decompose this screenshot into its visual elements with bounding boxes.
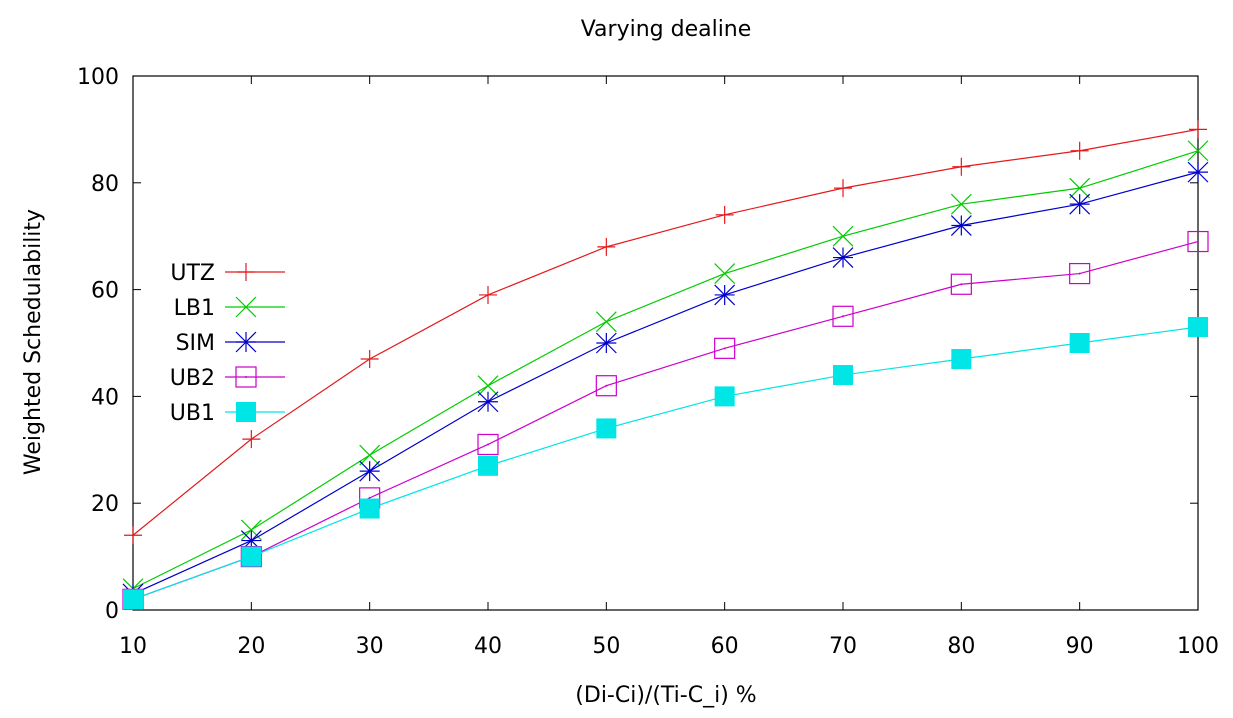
legend-marker bbox=[236, 402, 256, 422]
data-point-sim bbox=[950, 215, 972, 236]
y-tick-label: 80 bbox=[91, 172, 119, 197]
data-point-ub2-dot bbox=[1197, 240, 1199, 243]
data-point-ub2 bbox=[714, 337, 736, 359]
data-point-ub2 bbox=[1069, 262, 1091, 285]
data-point-utz bbox=[834, 179, 852, 198]
data-point-ub1 bbox=[596, 418, 617, 439]
legend-marker bbox=[235, 296, 257, 318]
series-line-lb1 bbox=[132, 150, 1199, 590]
x-tick-label: 10 bbox=[119, 634, 147, 659]
series-utz bbox=[124, 120, 1207, 545]
data-point-lb1 bbox=[595, 311, 617, 333]
x-tick-label: 100 bbox=[1177, 634, 1219, 659]
data-point-utz bbox=[715, 205, 734, 224]
data-point-lb1 bbox=[477, 375, 499, 397]
data-point-lb1 bbox=[832, 225, 854, 247]
legend-marker bbox=[237, 263, 255, 281]
data-point-ub2 bbox=[950, 273, 972, 295]
x-tick-label: 80 bbox=[947, 634, 975, 659]
data-point-utz bbox=[360, 350, 379, 369]
data-point-sim bbox=[1187, 161, 1209, 183]
data-point-utz bbox=[597, 237, 616, 256]
y-tick-label: 40 bbox=[91, 385, 119, 410]
data-point-sim bbox=[359, 460, 381, 482]
data-point-sim bbox=[595, 332, 617, 354]
series-line-ub1 bbox=[132, 326, 1199, 600]
series-sim bbox=[122, 161, 1209, 605]
data-point-sim bbox=[477, 391, 499, 413]
series-ub1 bbox=[123, 316, 1208, 610]
data-point-sim bbox=[714, 284, 736, 306]
series-line-utz bbox=[132, 128, 1199, 536]
x-tick-label: 50 bbox=[592, 634, 620, 659]
data-point-ub1 bbox=[714, 386, 735, 407]
data-point-ub1 bbox=[241, 546, 262, 567]
series-line-sim bbox=[132, 171, 1199, 595]
data-point-sim bbox=[240, 530, 262, 552]
data-point-ub2 bbox=[477, 433, 499, 456]
series-ub2 bbox=[122, 230, 1209, 610]
data-point-ub2-dot bbox=[1078, 272, 1081, 275]
series-layer bbox=[122, 120, 1209, 610]
data-point-ub1 bbox=[359, 498, 380, 519]
y-tick-label: 60 bbox=[91, 279, 119, 304]
data-point-ub1 bbox=[1069, 333, 1090, 353]
data-point-utz bbox=[1189, 120, 1207, 139]
x-tick-label: 20 bbox=[237, 634, 265, 659]
x-tick-label: 30 bbox=[356, 634, 384, 659]
data-point-utz bbox=[242, 430, 261, 449]
data-point-lb1 bbox=[714, 263, 736, 285]
data-point-ub2 bbox=[1187, 230, 1209, 253]
data-point-sim bbox=[1069, 193, 1091, 215]
data-point-ub2-dot bbox=[605, 384, 608, 387]
axis-ticks: 10 20 30 40 50 60 70 80 90 100 0 20 40 60 80 100 bbox=[77, 65, 1219, 659]
y-axis-label: Weighted Schedulability bbox=[21, 209, 46, 475]
data-point-lb1 bbox=[950, 193, 972, 215]
data-point-ub2-dot bbox=[842, 315, 844, 318]
data-point-utz bbox=[1070, 141, 1089, 160]
legend-marker bbox=[235, 331, 257, 353]
x-axis-label: (Di-Ci)/(Ti-C_i) % bbox=[575, 683, 756, 708]
y-tick-label: 20 bbox=[91, 492, 119, 517]
x-tick-label: 60 bbox=[711, 634, 739, 659]
data-point-ub2-dot bbox=[487, 443, 489, 446]
series-lb1 bbox=[122, 140, 1209, 600]
legend-marker bbox=[235, 366, 257, 388]
data-point-lb1 bbox=[1187, 140, 1209, 162]
data-point-ub2-dot bbox=[368, 496, 371, 499]
data-point-utz bbox=[124, 526, 142, 545]
data-point-lb1 bbox=[359, 444, 381, 466]
data-point-ub1 bbox=[1188, 316, 1208, 337]
x-tick-label: 90 bbox=[1066, 634, 1094, 659]
legend-marker-dot bbox=[245, 376, 247, 378]
data-point-ub1 bbox=[478, 455, 498, 476]
data-point-ub1 bbox=[123, 589, 143, 610]
chart-title: Varying dealine bbox=[581, 17, 752, 42]
legend: UTZ LB1 SIM UB2 UB1 bbox=[170, 261, 285, 426]
plot-frame bbox=[132, 75, 1199, 611]
y-tick-label: 0 bbox=[105, 599, 119, 624]
data-point-sim bbox=[832, 247, 854, 268]
legend-label: UB1 bbox=[170, 401, 215, 426]
x-tick-label: 40 bbox=[474, 634, 502, 659]
data-point-ub1 bbox=[833, 365, 853, 386]
data-point-ub1 bbox=[951, 349, 972, 370]
legend-label: LB1 bbox=[174, 296, 215, 321]
data-point-ub2 bbox=[595, 375, 617, 397]
data-point-lb1 bbox=[1069, 177, 1091, 199]
x-tick-label: 70 bbox=[829, 634, 857, 659]
legend-label: UTZ bbox=[170, 261, 215, 286]
data-point-ub2-dot bbox=[723, 347, 726, 350]
data-point-ub2 bbox=[832, 305, 854, 327]
y-tick-label: 100 bbox=[77, 65, 119, 90]
series-line-ub2 bbox=[132, 240, 1199, 600]
data-point-ub2-dot bbox=[960, 283, 963, 286]
legend-label: SIM bbox=[176, 331, 215, 356]
legend-label: UB2 bbox=[170, 366, 215, 391]
data-point-utz bbox=[952, 157, 971, 176]
data-point-utz bbox=[479, 285, 497, 304]
